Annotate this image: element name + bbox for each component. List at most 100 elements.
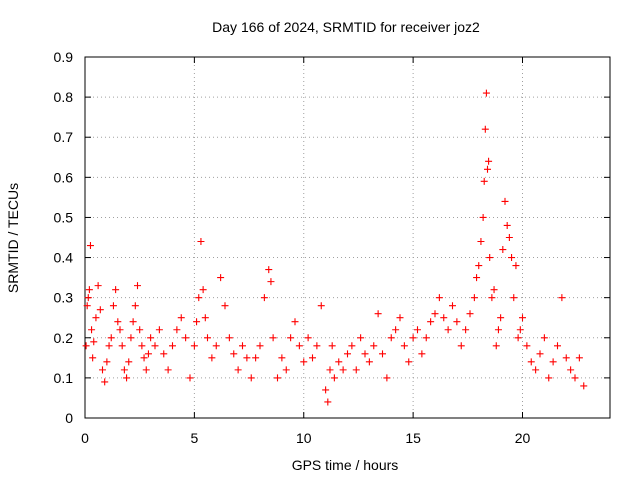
data-point (182, 334, 190, 342)
data-point (470, 294, 478, 302)
data-point (324, 398, 332, 406)
data-point (427, 318, 435, 326)
data-point (118, 342, 126, 350)
data-point (265, 266, 273, 274)
y-tick-label: 0.9 (54, 49, 74, 65)
data-point (562, 354, 570, 362)
data-point (549, 358, 557, 366)
data-point (243, 354, 251, 362)
data-point (532, 366, 540, 374)
y-tick-label: 0.7 (54, 129, 74, 145)
data-point (116, 326, 124, 334)
data-point (328, 342, 336, 350)
grid (85, 57, 610, 418)
data-point (326, 366, 334, 374)
data-point (99, 366, 106, 374)
y-tick-label: 0 (65, 410, 73, 426)
data-point (383, 374, 391, 382)
data-point (370, 342, 378, 350)
y-tick-label: 0.5 (54, 209, 74, 225)
data-point (129, 318, 137, 326)
data-point (379, 350, 386, 358)
data-point (252, 354, 260, 362)
data-point (503, 221, 511, 229)
data-point (267, 278, 275, 286)
y-tick-label: 0.1 (54, 370, 74, 386)
data-point (344, 350, 351, 358)
data-point (234, 366, 242, 374)
y-tick-label: 0.8 (54, 89, 74, 105)
data-point (479, 213, 487, 221)
data-point (92, 314, 100, 322)
data-point (575, 354, 583, 362)
data-point (545, 374, 553, 382)
data-point (488, 294, 496, 302)
data-point (405, 358, 413, 366)
chart-title: Day 166 of 2024, SRMTID for receiver joz… (212, 19, 480, 35)
data-point (462, 326, 470, 334)
data-point (348, 342, 356, 350)
data-point (396, 314, 404, 322)
data-point (453, 318, 461, 326)
data-point (466, 310, 474, 318)
data-point (505, 234, 513, 241)
data-point (558, 294, 566, 302)
data-point (482, 89, 490, 97)
data-point (151, 342, 159, 350)
data-point (230, 350, 238, 358)
data-point (197, 238, 205, 246)
data-point (256, 342, 264, 350)
data-point (444, 326, 452, 334)
data-point (486, 254, 494, 262)
data-point (418, 350, 426, 358)
data-point (225, 334, 233, 342)
data-point (94, 282, 102, 290)
data-point (400, 342, 408, 350)
data-point (155, 326, 163, 334)
data-point (516, 326, 524, 334)
data-point (490, 286, 498, 294)
data-point (352, 366, 360, 374)
data-point (485, 157, 493, 165)
data-point (339, 366, 347, 374)
data-point (282, 366, 290, 374)
data-point (221, 302, 229, 310)
data-point (322, 386, 330, 394)
data-point (204, 334, 211, 342)
data-point (190, 342, 198, 350)
data-point (571, 374, 579, 382)
data-point (554, 342, 561, 350)
axis-ticks: 0 0.1 0.2 0.3 0.4 0.5 0.6 0.7 0.8 0.9 0 5 10 15 20 (54, 49, 610, 446)
data-point (449, 302, 456, 310)
data-point (357, 334, 365, 342)
data-point (86, 242, 94, 250)
data-point (508, 254, 516, 262)
data-point (112, 286, 120, 294)
data-point (101, 378, 109, 386)
data-point (144, 350, 152, 358)
data-point (480, 177, 488, 185)
data-point (160, 350, 168, 358)
data-point (300, 358, 308, 366)
data-point (136, 326, 144, 334)
data-point (475, 262, 483, 270)
data-point (239, 342, 246, 350)
y-axis-label: SRMTID / TECUs (5, 183, 21, 293)
data-point (186, 374, 194, 382)
data-point (147, 334, 155, 342)
data-point (492, 342, 500, 350)
data-point (435, 294, 443, 302)
data-point (131, 302, 139, 310)
data-point (140, 354, 148, 362)
data-point (88, 326, 96, 334)
data-point (330, 374, 338, 382)
data-point (164, 366, 172, 374)
data-point (291, 318, 299, 326)
data-point (247, 374, 255, 382)
data-point (365, 358, 373, 366)
data-point (217, 274, 225, 282)
data-point (134, 282, 141, 290)
data-point (193, 318, 201, 326)
data-point (387, 334, 395, 342)
